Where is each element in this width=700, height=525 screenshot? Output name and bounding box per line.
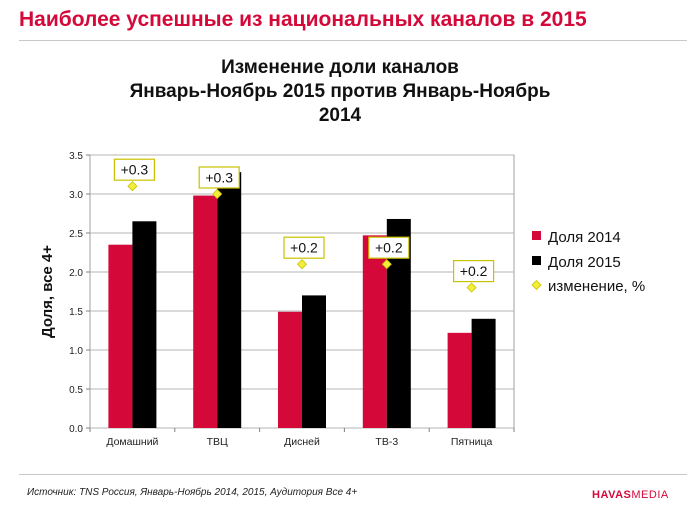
change-marker bbox=[381, 259, 392, 270]
y-tick-label: 0.5 bbox=[69, 385, 83, 396]
y-tick-label: 3.5 bbox=[69, 151, 83, 162]
y-tick-label: 1.5 bbox=[69, 307, 83, 318]
y-tick-label: 2.5 bbox=[69, 229, 83, 240]
y-tick-label: 3.0 bbox=[69, 190, 83, 201]
page-headline: Наиболее успешные из национальных канало… bbox=[19, 8, 587, 31]
chart-title-line-2: Январь-Ноябрь 2015 против Январь-Ноябрь bbox=[129, 81, 551, 102]
change-label: +0.3 bbox=[121, 162, 149, 178]
source-note: Источник: TNS Россия, Январь-Ноябрь 2014… bbox=[27, 487, 358, 498]
havas-media-logo: HAVASMEDIA bbox=[592, 489, 669, 501]
chart-title-line-1: Изменение доли каналов bbox=[221, 57, 459, 78]
change-marker bbox=[466, 282, 477, 293]
y-tick-label: 0.0 bbox=[69, 424, 83, 435]
change-label-box bbox=[198, 166, 240, 189]
change-label-box bbox=[283, 236, 325, 259]
bar-2015 bbox=[217, 172, 242, 428]
change-label: +0.2 bbox=[375, 240, 403, 256]
legend-swatch-2014 bbox=[532, 231, 541, 240]
bar-2014 bbox=[362, 235, 387, 428]
change-label: +0.2 bbox=[290, 240, 318, 256]
bar-2014 bbox=[447, 332, 472, 428]
bar-2015 bbox=[302, 295, 326, 428]
x-tick-label: Пятница bbox=[451, 436, 493, 448]
x-tick-label: Дисней bbox=[284, 436, 320, 448]
chart-title: Изменение доли каналов Январь-Ноябрь 201… bbox=[60, 56, 620, 128]
header-divider bbox=[19, 40, 687, 41]
legend-label: Доля 2014 bbox=[548, 229, 621, 246]
change-label-box bbox=[113, 158, 156, 181]
x-tick-label: Домашний bbox=[106, 436, 158, 448]
y-tick-label: 2.0 bbox=[69, 268, 83, 279]
bar-2014 bbox=[278, 311, 302, 428]
change-marker bbox=[296, 259, 308, 270]
change-label-box bbox=[368, 236, 410, 259]
legend-swatch-2015 bbox=[532, 256, 541, 265]
chart-title-line-3: 2014 bbox=[318, 105, 362, 126]
legend-label: изменение, % bbox=[548, 278, 645, 295]
change-label: +0.3 bbox=[205, 170, 233, 186]
legend-label: Доля 2015 bbox=[548, 254, 621, 271]
change-marker bbox=[127, 181, 138, 192]
bar-2014 bbox=[108, 244, 133, 428]
y-tick-label: 1.0 bbox=[69, 346, 83, 357]
change-marker bbox=[212, 188, 223, 200]
change-label-box bbox=[453, 260, 495, 283]
footer-divider bbox=[19, 474, 687, 475]
y-axis-title: Доля, все 4+ bbox=[39, 245, 56, 338]
x-tick-label: ТВЦ bbox=[207, 436, 228, 448]
x-tick-label: ТВ-3 bbox=[375, 436, 398, 448]
bar-2015 bbox=[132, 221, 157, 428]
change-label: +0.2 bbox=[460, 263, 488, 279]
bar-2015 bbox=[471, 318, 496, 428]
bar-2014 bbox=[193, 195, 218, 428]
legend-swatch-change bbox=[531, 279, 542, 291]
